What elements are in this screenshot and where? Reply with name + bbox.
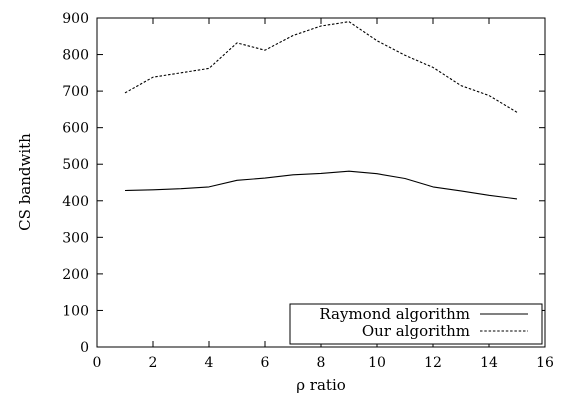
x-axis-title: ρ ratio (296, 376, 346, 394)
y-tick-label: 400 (62, 194, 89, 210)
legend-label-ours: Our algorithm (362, 322, 470, 340)
y-tick-label: 600 (62, 121, 89, 137)
axis-ticks (96, 17, 546, 348)
x-tick-label: 14 (480, 355, 498, 371)
y-tick-label: 100 (62, 303, 89, 319)
y-tick-label: 0 (80, 340, 89, 356)
x-tick-label: 2 (149, 355, 158, 371)
y-tick-label: 300 (62, 230, 89, 246)
series-line-raymond (124, 170, 518, 200)
legend-box (289, 303, 543, 345)
y-tick-label: 800 (62, 48, 89, 64)
y-tick-label: 500 (62, 157, 89, 173)
legend: Raymond algorithm Our algorithm (289, 303, 543, 345)
plot-frame (96, 17, 546, 348)
y-axis-title: CS bandwith (16, 133, 34, 231)
series-lines (124, 21, 518, 200)
x-tick-label: 8 (317, 355, 326, 371)
legend-label-raymond: Raymond algorithm (319, 305, 470, 323)
x-tick-label: 16 (536, 355, 554, 371)
axis-tick-labels: 0 2 4 6 8 10 12 14 16 0 100 200 300 400 500 600 700 800 90… (62, 11, 554, 371)
x-tick-label: 4 (205, 355, 214, 371)
y-tick-label: 900 (62, 11, 89, 27)
x-tick-label: 12 (424, 355, 442, 371)
y-tick-label: 200 (62, 267, 89, 283)
series-line-ours (124, 21, 518, 113)
y-tick-label: 700 (62, 84, 89, 100)
x-tick-label: 10 (368, 355, 386, 371)
x-tick-label: 0 (93, 355, 102, 371)
x-tick-label: 6 (261, 355, 270, 371)
